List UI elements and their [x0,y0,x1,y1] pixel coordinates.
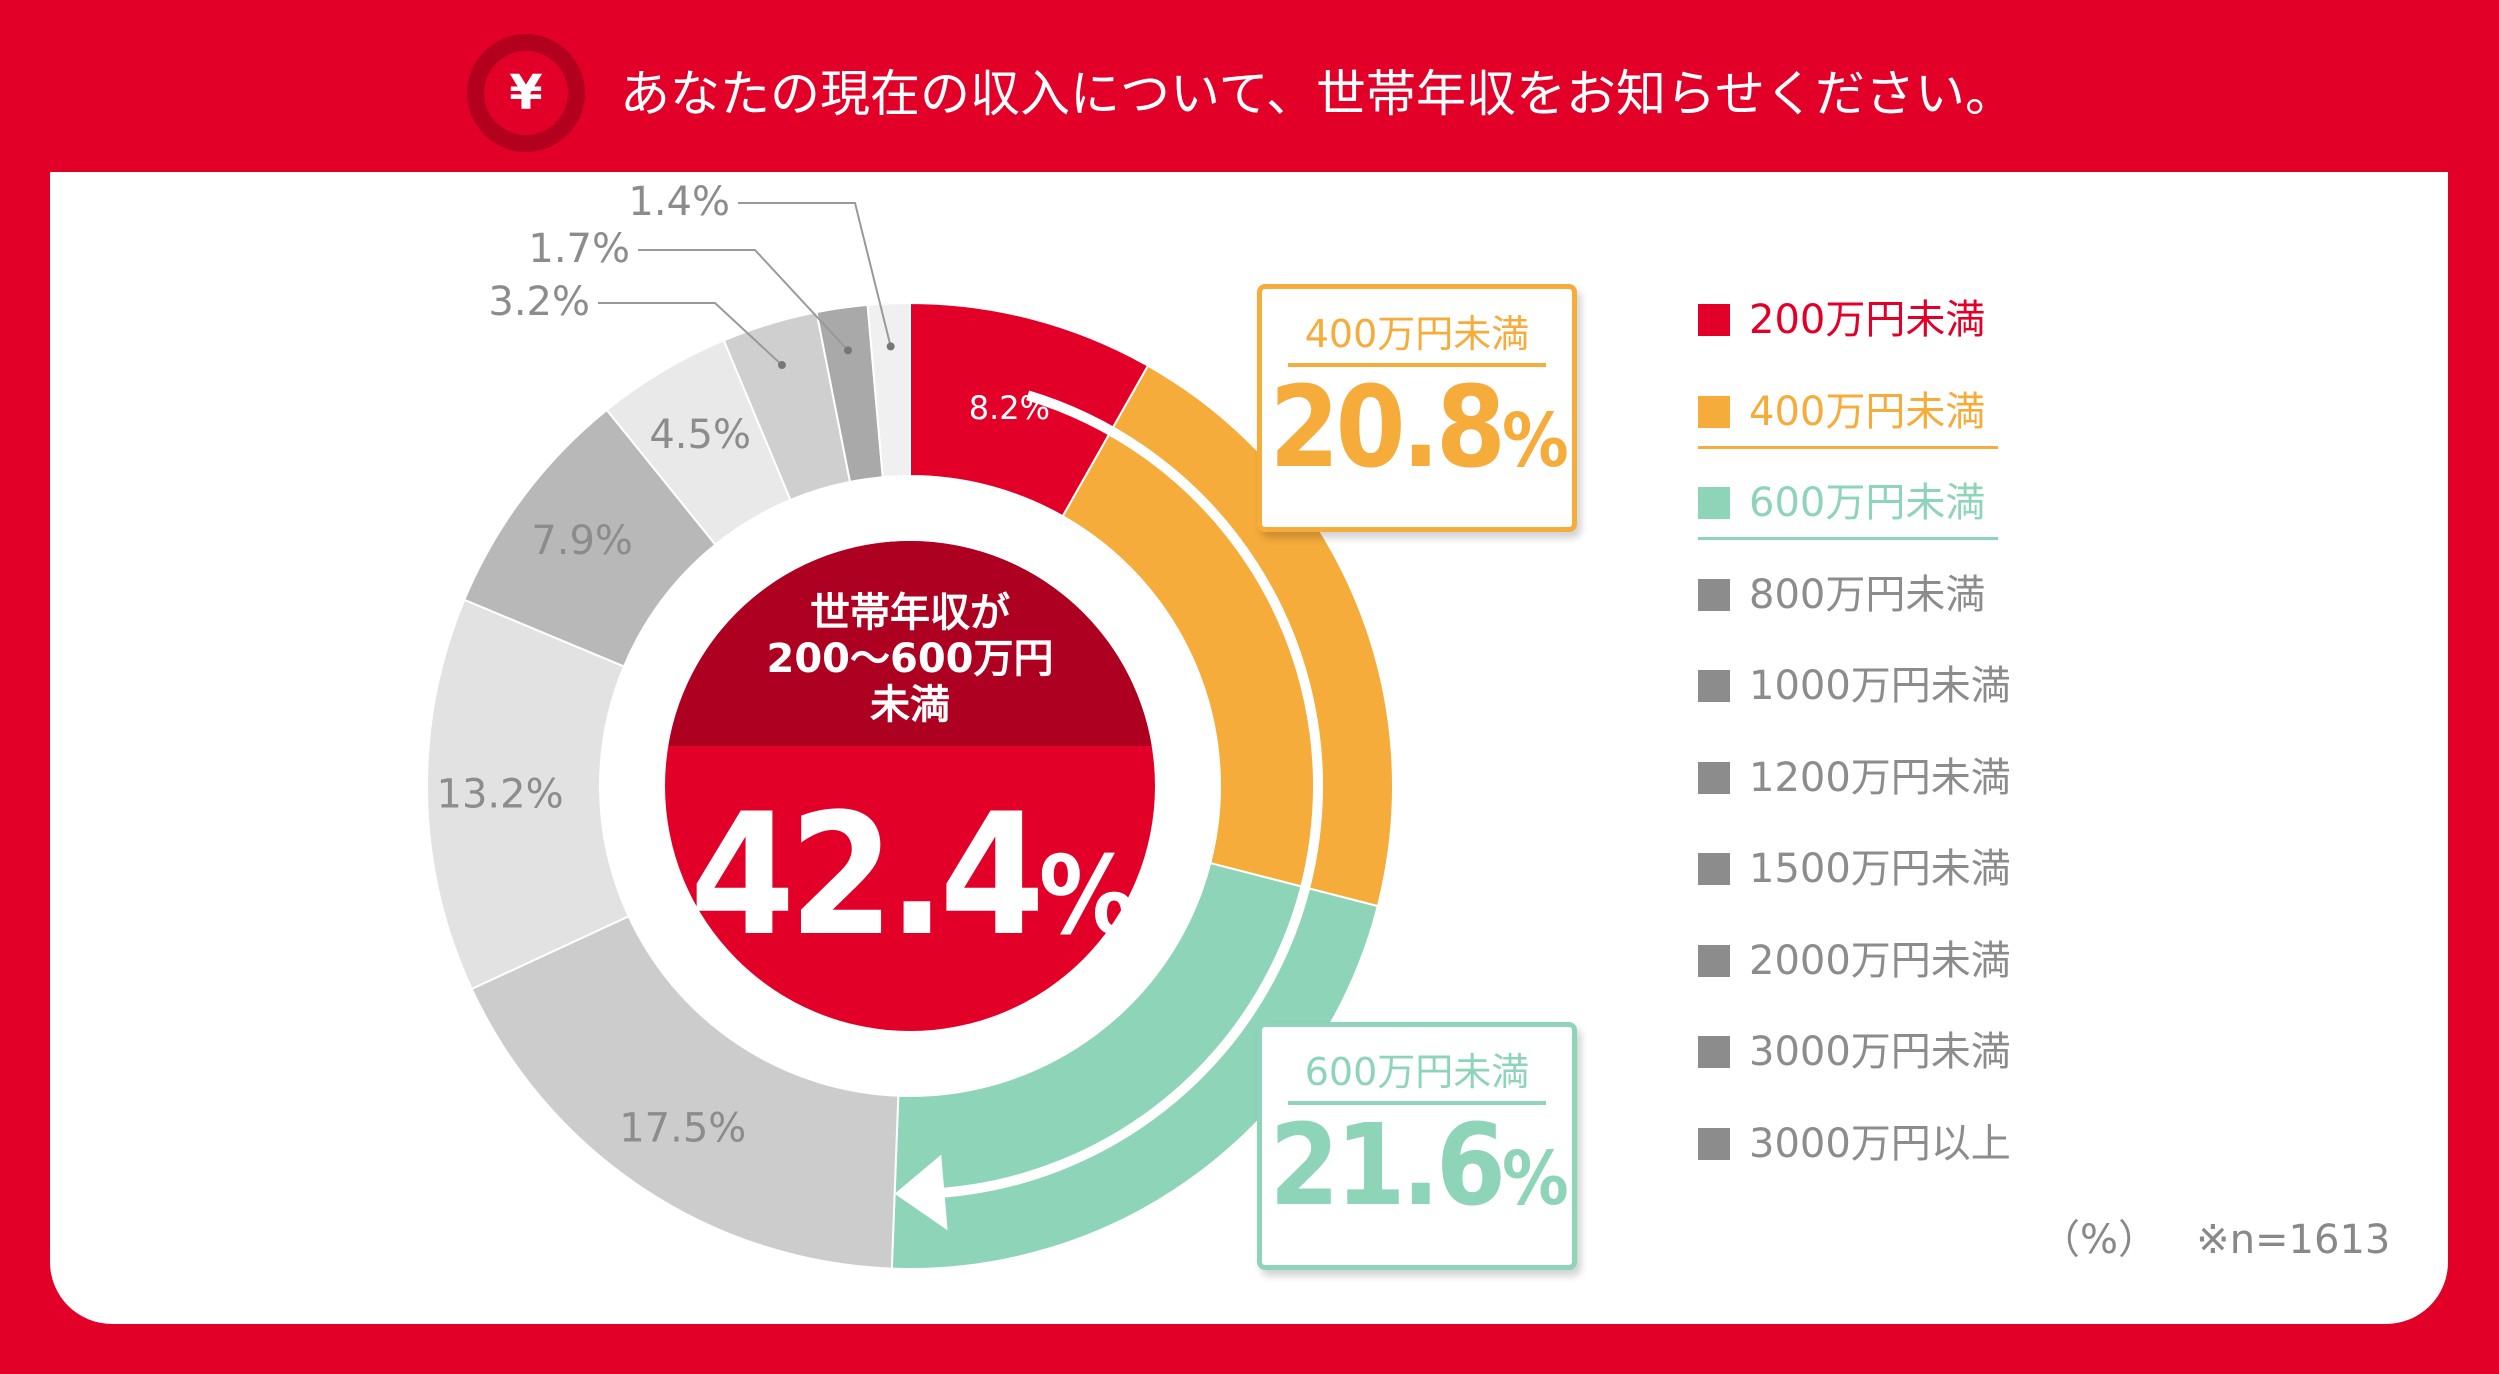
header-bar: ¥ あなたの現在の収入について、世帯年収をお知らせください。 [0,0,2499,175]
center-heading-line-3: 未満 [870,682,950,728]
callout-400-value: 20.8% [1262,372,1572,516]
center-value-percent: % [1038,834,1136,959]
center-value-number: 42.4 [689,777,1045,973]
legend-swatch [1698,761,1730,794]
legend-label: 800万円未満 [1749,571,1986,618]
footnote: （%） ※n=1613 [2040,1210,2390,1270]
leader-lines [598,202,895,370]
slice-label-1200万円未満: 7.9% [531,518,633,564]
legend-swatch [1698,304,1730,336]
slice-label-1500万円未満: 4.5% [649,412,751,458]
legend-label: 600万円未満 [1749,480,1986,526]
range-arrow-head [894,1154,948,1231]
donut-slices [426,301,1394,1271]
legend-label: 400万円未満 [1749,388,1986,435]
leader-dot-3000万円未満 [844,346,853,355]
slice-label-3000万円未満: 1.7% [528,226,630,272]
callout-600-label: 600万円未満 [1304,1050,1530,1094]
callout-600: 600万円未満 21.6% [1257,1022,1577,1270]
survey-question-title: あなたの現在の収入について、世帯年収をお知らせください。 [620,65,2015,123]
legend-swatch [1698,853,1730,885]
sample-size-note: ※n=1613 [2196,1217,2391,1263]
slice-3000万円以上 [866,301,911,479]
center-heading-line-1: 世帯年収が [810,590,1010,636]
callout-400-number: 20.8 [1269,363,1506,493]
legend-swatch [1698,944,1730,977]
callout-600-rule [1288,1101,1546,1105]
legend-swatch [1698,487,1730,519]
callout-600-percent: % [1501,1136,1569,1222]
callout-600-number: 21.6 [1269,1101,1506,1231]
slice-label-2000万円未満: 3.2% [488,279,590,325]
slice-label-800万円未満: 17.5% [619,1105,746,1151]
callout-400-label: 400万円未満 [1304,312,1530,356]
center-value: 42.4% [660,790,1160,1013]
legend-swatch [1698,395,1730,428]
leader-3000万円未満 [638,249,849,352]
leader-dot-2000万円未満 [777,361,786,370]
callout-400: 400万円未満 20.8% [1257,284,1577,532]
legend-swatch [1698,578,1730,611]
legend-swatch [1698,670,1730,702]
slice-label-1000万円未満: 13.2% [437,772,564,818]
legend-label: 200万円未満 [1749,297,1986,343]
leader-dot-3000万円以上 [886,342,895,351]
center-disk [665,541,1155,1031]
callout-400-rule [1288,363,1546,367]
yen-icon: ¥ [484,51,568,135]
range-arrow-shaft [922,390,1323,1199]
callout-600-value: 21.6% [1262,1110,1572,1254]
slice-label-3000万円以上: 1.4% [628,179,730,225]
legend-swatch [1698,1127,1730,1160]
legend-underline [1698,445,1998,449]
legend-label: 2000万円未満 [1749,937,2011,984]
unit-note: （%） [2040,1217,2159,1263]
legend-underline [1698,537,1998,540]
legend-swatch [1698,1036,1730,1068]
leader-3000万円以上 [738,202,892,347]
legend-label: 1000万円未満 [1749,663,2011,709]
legend-label: 3000万円未満 [1749,1029,2011,1075]
callout-400-percent: % [1501,398,1569,484]
slice-label-200万円未満: 8.2% [969,389,1050,427]
legend-label: 1500万円未満 [1749,846,2011,892]
range-arrow [894,390,1323,1231]
legend-label: 1200万円未満 [1749,754,2011,801]
slice-labels: 8.2% 17.5% 13.2% 7.9% 4.5% 3.2% 1.7%1.4% [437,179,1050,1151]
center-heading-cap [668,541,1152,746]
center-heading-line-2: 200～600万円 [766,636,1054,682]
center-heading: 世帯年収が 200～600万円 未満 [700,590,1120,728]
slice-800万円未満 [470,914,900,1270]
leader-2000万円未満 [598,302,783,366]
legend-label: 3000万円以上 [1749,1120,2011,1167]
